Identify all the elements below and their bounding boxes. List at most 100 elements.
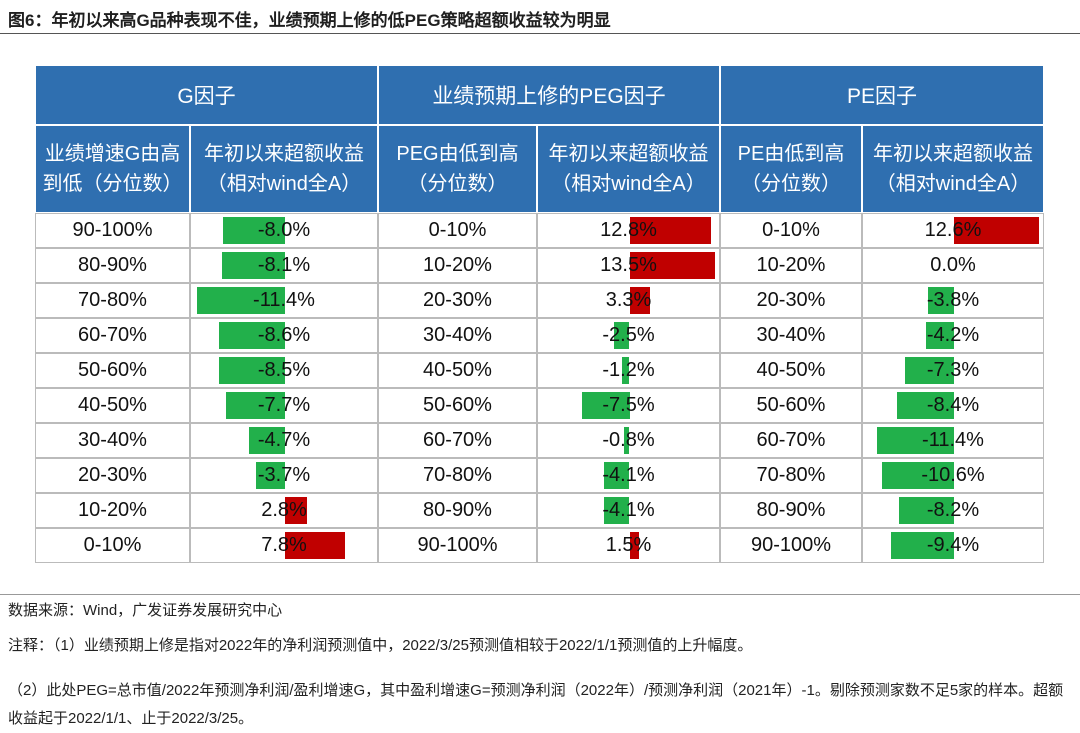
note: （2）此处PEG=总市值/2022年预测净利润/盈利增速G，其中盈利增速G=预测… [8,682,1064,727]
table-cell: 80-90% [720,493,862,528]
table-cell: -7.7% [190,388,378,423]
cell-text: 60-70% [423,429,492,451]
data-bar [613,322,630,349]
column-header: 年初以来超额收益 （相对wind全A） [862,125,1044,213]
table-cell: 30-40% [720,318,862,353]
cell-text: 60-70% [756,429,826,451]
table-cell: -8.5% [190,353,378,388]
column-header: 年初以来超额收益 （相对wind全A） [190,125,378,213]
data-bar [197,287,285,314]
table-cell: 0-10% [35,528,190,563]
cell-text: 12.6% [924,219,982,241]
table-cell: 60-70% [378,423,537,458]
header-line: 年初以来超额收益 [548,143,709,165]
header-line: PEG由低到高 [396,143,519,165]
cell-text: 90-100% [750,534,832,556]
table-cell: -4.2% [862,318,1044,353]
cell-text: 2.8% [261,499,307,521]
table-cell: 10-20% [720,248,862,283]
data-bar [223,217,285,244]
table-cell: -1.2% [537,353,720,388]
table-cell: 0.0% [862,248,1044,283]
column-header: PEG由低到高 （分位数） [378,125,537,213]
data-bar [285,532,346,559]
data-bar [248,427,285,454]
cell-text: 70-80% [78,289,147,311]
table-cell: 50-60% [720,388,862,423]
header-line: （相对wind全A） [551,173,706,195]
cell-text: -4.1% [602,499,655,521]
data-bar [904,357,954,384]
cell-text: 0-10% [83,534,142,556]
figure-title: 图6：年初以来高G品种表现不佳，业绩预期上修的低PEG策略超额收益较为明显 [8,11,611,30]
data-bar [629,287,651,314]
column-header: PE由低到高 （分位数） [720,125,862,213]
table-cell: 20-30% [378,283,537,318]
data-bar [603,497,630,524]
header-line: （分位数） [741,173,841,195]
table-cell: 90-100% [720,528,862,563]
header-line: （分位数） [407,173,508,195]
table-cell: 12.8% [537,213,720,248]
table-cell: 3.3% [537,283,720,318]
data-bar [624,427,630,454]
cell-text: 30-40% [756,324,826,346]
cell-text: -8.4% [926,394,980,416]
data-bar [898,497,954,524]
table-cell: -8.4% [862,388,1044,423]
header-line: （相对wind全A） [206,173,362,195]
cell-text: 12.8% [600,219,657,241]
table-cell: 0-10% [378,213,537,248]
cell-text: 20-30% [78,464,147,486]
table-cell: 2.8% [190,493,378,528]
cell-text: 80-90% [78,254,147,276]
table-cell: -3.7% [190,458,378,493]
table-cell: -8.6% [190,318,378,353]
cell-text: 10-20% [756,254,826,276]
cell-text: -11.4% [253,289,315,311]
table-cell: 70-80% [720,458,862,493]
data-bar [882,462,954,489]
table-cell: -11.4% [190,283,378,318]
cell-text: -10.6% [921,464,985,486]
table-cell: 10-20% [35,493,190,528]
data-bar [629,252,715,279]
cell-text: -1.2% [602,359,655,381]
data-bar [603,462,630,489]
cell-text: 30-40% [78,429,147,451]
cell-text: -8.6% [257,324,311,346]
data-bar [890,532,954,559]
cell-text: 20-30% [756,289,826,311]
cell-text: -8.5% [257,359,311,381]
group-header: 业绩预期上修的PEG因子 [378,65,720,125]
table-cell: 13.5% [537,248,720,283]
cell-text: 7.8% [261,534,307,556]
header-line: 年初以来超额收益 [873,143,1033,165]
table-cell: -4.1% [537,493,720,528]
cell-text: -8.2% [926,499,980,521]
cell-text: 40-50% [78,394,147,416]
cell-text: 40-50% [423,359,492,381]
table-cell: 7.8% [190,528,378,563]
cell-text: 30-40% [423,324,492,346]
column-header: 业绩增速G由高 到低（分位数） [35,125,190,213]
table-cell: -11.4% [862,423,1044,458]
cell-text: -0.8% [602,429,655,451]
table-cell: 0-10% [720,213,862,248]
cell-text: 50-60% [756,394,826,416]
cell-text: -9.4% [926,534,980,556]
title-rule [0,33,1080,34]
cell-text: -11.4% [922,429,984,451]
table-cell: -8.1% [190,248,378,283]
cell-text: -8.1% [257,254,311,276]
table-cell: 40-50% [35,388,190,423]
cell-text: 80-90% [756,499,826,521]
table-cell: -7.5% [537,388,720,423]
header-line: 业绩增速G由高 [44,143,181,165]
cell-text: 10-20% [78,499,147,521]
cell-text: 13.5% [600,254,657,276]
table-cell: 20-30% [720,283,862,318]
table-cell: -7.3% [862,353,1044,388]
table-cell: -8.2% [862,493,1044,528]
